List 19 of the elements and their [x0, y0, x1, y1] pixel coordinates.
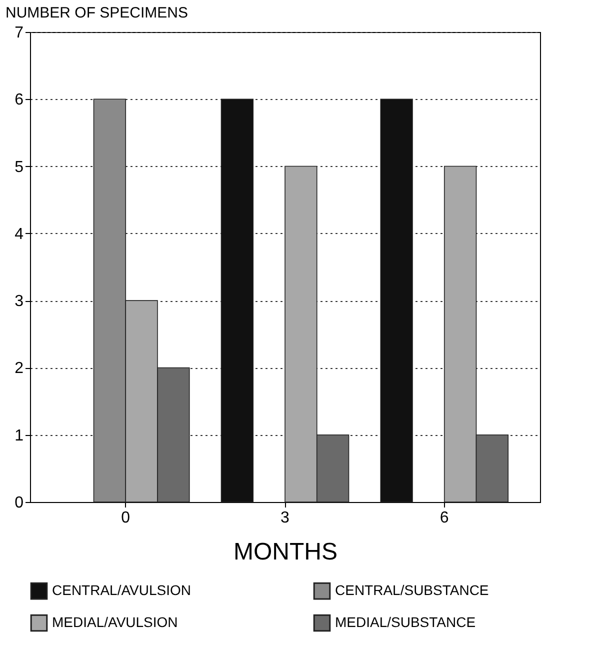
- x-tick-label: 6: [440, 510, 449, 526]
- bar: [380, 98, 413, 502]
- y-tick-label: 3: [14, 293, 24, 310]
- y-tick-label: 5: [14, 158, 24, 176]
- legend-label: CENTRAL/SUBSTANCE: [335, 582, 489, 598]
- bar: [220, 98, 254, 502]
- x-tick-label: 0: [121, 510, 130, 526]
- y-tick-label: 4: [14, 226, 24, 243]
- y-tick-label: 1: [14, 427, 24, 444]
- y-axis-title: NUMBER OF SPECIMENS: [6, 4, 188, 22]
- y-tick-label: 0: [14, 494, 24, 512]
- legend-label: MEDIAL/SUBSTANCE: [335, 614, 476, 630]
- y-tick-label: 6: [14, 92, 24, 109]
- x-axis-title: MONTHS: [234, 538, 338, 566]
- legend-label: MEDIAL/AVULSION: [52, 614, 178, 630]
- legend-label: CENTRAL/AVULSION: [52, 582, 191, 598]
- y-tick-label: 7: [14, 24, 24, 42]
- y-tick-label: 2: [14, 360, 24, 378]
- x-tick-label: 3: [280, 510, 290, 526]
